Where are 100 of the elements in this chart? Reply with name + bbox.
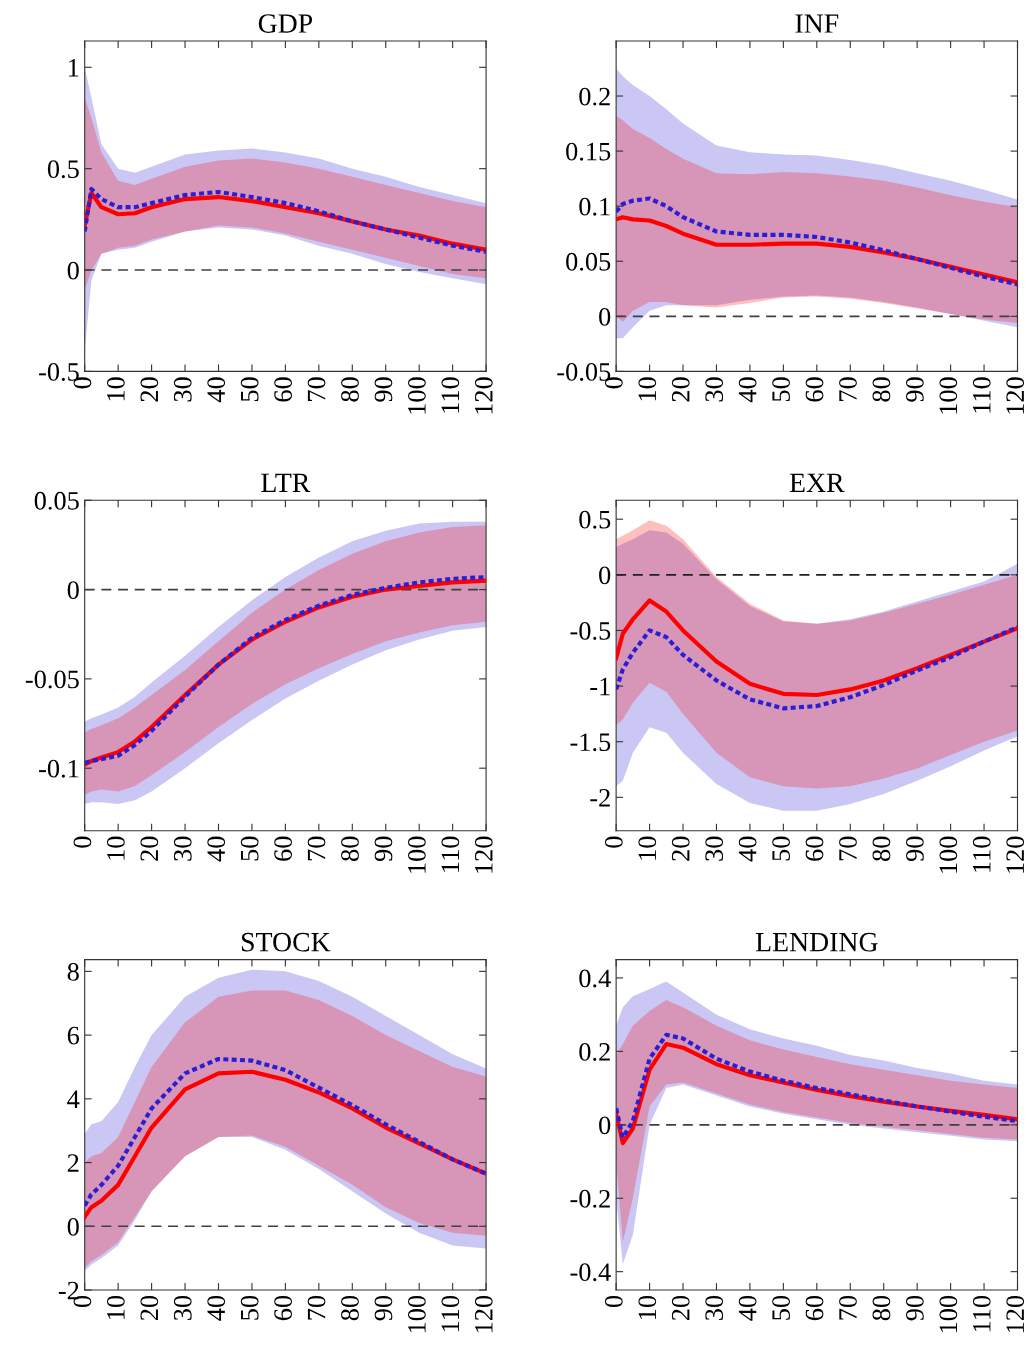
y-tick-label: -0.4 [570, 1263, 611, 1282]
y-tick-label: 8 [67, 962, 79, 981]
y-tick-label: -1.5 [570, 733, 611, 752]
x-tick-label: 40 [207, 377, 226, 403]
x-tick-label: 90 [905, 1295, 924, 1321]
chart-title: EXR [789, 473, 845, 492]
y-tick-label: 0 [67, 1217, 79, 1236]
x-tick-label: 100 [939, 836, 958, 873]
y-tick-label: 0 [67, 581, 79, 599]
y-tick-label: 0.1 [579, 197, 610, 216]
x-tick-label: 100 [939, 377, 958, 414]
x-tick-label: 20 [140, 836, 159, 861]
x-tick-label: 100 [939, 1295, 958, 1333]
x-tick-label: 90 [905, 377, 924, 402]
line-series [616, 196, 1018, 287]
y-tick-label: 2 [67, 1154, 79, 1172]
x-tick-label: 20 [671, 836, 690, 861]
x-tick-label: 80 [341, 377, 359, 402]
x-tick-label: 50 [240, 836, 259, 861]
x-tick-label: 30 [173, 836, 192, 861]
chart-title: INF [795, 14, 839, 33]
x-tick-label: 80 [341, 1295, 359, 1321]
x-tick-label: 60 [274, 377, 292, 402]
x-tick-label: 40 [207, 836, 226, 862]
x-tick-label: 30 [173, 377, 192, 402]
y-tick-label: 6 [67, 1026, 80, 1045]
x-tick-label: 120 [1006, 377, 1025, 414]
y-tick-label: 0.2 [579, 1042, 610, 1061]
x-tick-label: 60 [805, 1295, 824, 1321]
x-tick-label: 30 [705, 836, 724, 861]
x-tick-label: 110 [972, 836, 991, 872]
x-tick-label: 70 [839, 1295, 857, 1320]
y-tick-label: 0 [599, 1116, 611, 1135]
x-tick-label: 110 [441, 836, 460, 872]
y-tick-label: -0.05 [25, 670, 79, 689]
x-tick-label: 120 [1006, 1295, 1025, 1333]
x-tick-label: 60 [274, 1295, 292, 1321]
x-tick-label: 110 [441, 1295, 460, 1332]
x-tick-label: 80 [341, 836, 359, 861]
x-tick-label: 50 [772, 836, 790, 861]
x-tick-label: 10 [106, 1295, 125, 1319]
x-tick-label: 110 [972, 377, 991, 413]
x-tick-label: 60 [805, 377, 824, 402]
x-tick-label: 10 [638, 836, 657, 860]
x-tick-label: 50 [240, 1295, 259, 1320]
y-tick-label: -1 [590, 677, 610, 696]
y-tick-label: -0.5 [570, 622, 611, 640]
x-tick-label: 70 [307, 836, 326, 861]
y-tick-label: 0.5 [579, 510, 611, 529]
x-tick-label: 90 [905, 836, 924, 862]
x-tick-label: 20 [671, 1295, 690, 1321]
x-tick-label: 120 [474, 1295, 493, 1333]
x-tick-label: 10 [106, 836, 125, 860]
x-tick-label: 30 [705, 377, 724, 402]
y-tick-label: 4 [67, 1090, 80, 1108]
x-tick-label: 40 [738, 1295, 757, 1321]
chart-title: STOCK [241, 932, 331, 952]
y-tick-label: 0.4 [579, 969, 611, 988]
x-tick-label: 20 [140, 1295, 159, 1321]
y-tick-label: 0.05 [34, 491, 79, 510]
x-tick-label: 120 [474, 377, 493, 414]
y-tick-label: -0.2 [570, 1189, 610, 1208]
x-tick-label: 70 [307, 377, 326, 401]
x-tick-label: 40 [738, 377, 757, 403]
x-tick-label: 50 [772, 1295, 790, 1320]
x-tick-label: 70 [307, 1295, 326, 1320]
x-tick-label: 20 [671, 377, 690, 402]
x-tick-label: 110 [441, 377, 460, 413]
x-tick-label: 110 [972, 1295, 991, 1332]
chart-title: LTR [261, 473, 311, 492]
chart-title: LENDING [755, 932, 878, 952]
x-tick-label: 50 [772, 377, 790, 402]
x-tick-label: 100 [407, 1295, 426, 1333]
y-tick-label: 0.05 [566, 252, 611, 271]
x-tick-label: 90 [374, 1295, 393, 1321]
x-tick-label: 70 [839, 836, 857, 861]
y-tick-label: 0.15 [566, 142, 611, 161]
x-tick-label: 80 [872, 1295, 891, 1321]
x-tick-label: 20 [140, 377, 159, 402]
x-tick-label: 60 [274, 836, 292, 861]
y-tick-label: 0 [599, 566, 611, 585]
x-tick-label: 90 [374, 836, 393, 862]
x-tick-label: 30 [705, 1295, 724, 1321]
x-tick-label: 80 [872, 836, 891, 861]
y-tick-label: 0 [67, 261, 79, 280]
x-tick-label: 10 [106, 377, 125, 401]
x-tick-label: 100 [407, 836, 426, 873]
x-tick-label: 120 [1006, 836, 1025, 873]
x-tick-label: 40 [738, 836, 757, 862]
y-tick-label: -2 [590, 789, 610, 807]
x-tick-label: 50 [240, 377, 259, 402]
x-tick-label: 10 [638, 377, 657, 401]
x-tick-label: 30 [173, 1295, 192, 1321]
x-tick-label: 120 [474, 836, 493, 873]
x-tick-label: 40 [207, 1295, 226, 1321]
y-tick-label: 0.5 [47, 160, 79, 179]
y-tick-label: 0.2 [579, 87, 610, 106]
x-tick-label: 80 [872, 377, 891, 402]
x-tick-label: 100 [407, 377, 426, 414]
x-tick-label: 10 [638, 1295, 657, 1319]
